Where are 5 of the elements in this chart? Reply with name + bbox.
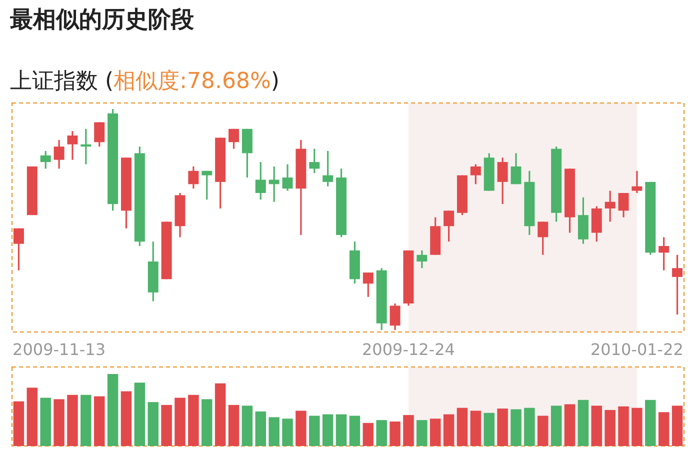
- chart-title: 最相似的历史阶段: [9, 7, 195, 33]
- x-tick-label: 2009-11-13: [12, 340, 106, 359]
- chart-subtitle: 上证指数 (相似度:78.68%): [10, 69, 280, 94]
- x-tick-label: 2010-01-22: [590, 340, 684, 359]
- x-tick-label: 2009-12-24: [362, 340, 455, 359]
